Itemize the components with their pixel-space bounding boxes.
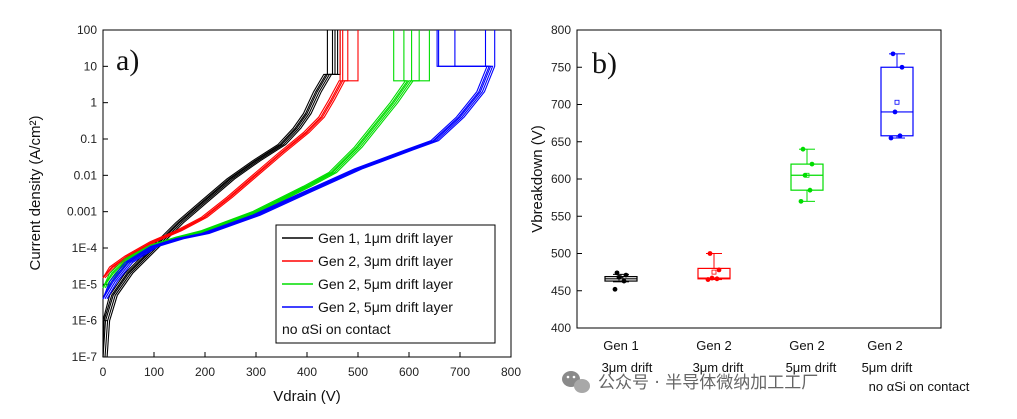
- series-2-curve-1: [102, 30, 409, 289]
- box-3-point: [892, 109, 898, 115]
- watermark-text: 公众号 · 半导体微纳加工工厂: [598, 373, 818, 393]
- legend-label-2: Gen 2, 5μm drift layer: [318, 276, 453, 292]
- chart-a-ytick-label: 0.01: [74, 168, 98, 182]
- series-2-curve-0: [102, 30, 407, 289]
- series-0-curve-0: [102, 30, 328, 357]
- series-0-curve-1: [102, 30, 334, 358]
- chart-b-ytick-label: 400: [551, 321, 571, 335]
- chart-a-ytick-label: 1E-6: [72, 314, 98, 328]
- box-0-point: [612, 286, 618, 292]
- chart-a-ytick-label: 0.1: [80, 132, 97, 146]
- chart-a-xtick-label: 300: [246, 365, 266, 379]
- box-1: [697, 251, 731, 282]
- box-1-point: [714, 276, 720, 282]
- box-0-point: [614, 270, 620, 276]
- series-0-curve-3: [104, 30, 339, 358]
- box-3-mean: [894, 99, 900, 105]
- chart-b-ytick-label: 550: [551, 209, 571, 223]
- chart-b-panel-label: b): [592, 47, 617, 80]
- box-1-point: [716, 267, 722, 273]
- series-0-curve-4: [106, 30, 341, 358]
- series-1-curve-1: [102, 30, 344, 279]
- box-3-point: [890, 51, 896, 57]
- chart-b-ytick-label: 450: [551, 284, 571, 298]
- series-1-curve-2: [102, 30, 349, 279]
- box-1-point: [709, 275, 715, 281]
- series-3-curve-3: [104, 30, 494, 300]
- chart-a-xlabel: Vdrain (V): [273, 388, 341, 405]
- chart-b: 400 450 500 550 600 650 700 750 800 b) Vbreakdow…: [529, 23, 970, 394]
- series-3-curve-0: [102, 30, 488, 299]
- box-1-point: [705, 277, 711, 282]
- box-1-point: [707, 251, 713, 256]
- chart-a-ytick-label: 1E-7: [72, 350, 98, 364]
- chart-a-legend: Gen 1, 1μm drift layer Gen 2, 3μm drift …: [275, 224, 496, 344]
- chart-b-ytick-label: 700: [551, 98, 571, 112]
- chart-a-xtick-label: 200: [195, 365, 215, 379]
- box-2-point: [802, 172, 808, 178]
- chart-a-xtick-label: 100: [144, 365, 164, 379]
- box-0-point: [616, 274, 622, 280]
- series-3-curve-2: [102, 30, 492, 300]
- chart-b-ytick-label: 750: [551, 60, 571, 74]
- box-0-point: [623, 272, 629, 278]
- series-0-curve-2: [102, 30, 336, 358]
- chart-b-ytick-label: 650: [551, 135, 571, 149]
- series-3-curve-4: [106, 30, 496, 300]
- legend-label-0: Gen 1, 1μm drift layer: [318, 230, 453, 246]
- chart-b-ytick-label: 800: [551, 23, 571, 37]
- category-label-1-line1: Gen 2: [696, 338, 731, 353]
- box-3-iqr: [880, 66, 914, 137]
- category-label-0-line2: 3μm drift: [602, 360, 653, 375]
- chart-a-xtick-label: 700: [450, 365, 470, 379]
- chart-a-ytick-label: 1E-5: [72, 277, 98, 291]
- box-2-point: [807, 187, 813, 193]
- box-3-point: [888, 135, 894, 141]
- box-2-point: [800, 146, 806, 152]
- chart-b-ytick-label: 600: [551, 172, 571, 186]
- chart-a-xtick-label: 0: [100, 365, 107, 379]
- legend-label-1: Gen 2, 3μm drift layer: [318, 253, 453, 269]
- chart-b-ylabel: Vbreakdown (V): [529, 125, 546, 233]
- category-label-3-line2: 5μm drift: [862, 360, 913, 375]
- chart-a-ytick-label: 1E-4: [72, 241, 98, 255]
- category-label-0-line1: Gen 1: [603, 338, 638, 353]
- category-label-3-line3: no αSi on contact: [869, 379, 970, 394]
- chart-a: 1E-7 1E-6 1E-5 1E-4 0.001 0.01 0.1 1 10 100 0 100 2…: [27, 23, 521, 405]
- wechat-icon: [562, 371, 590, 393]
- category-label-3-line1: Gen 2: [867, 338, 902, 353]
- watermark: 公众号 · 半导体微纳加工工厂: [562, 371, 818, 393]
- chart-a-xtick-label: 500: [348, 365, 368, 379]
- box-2-point: [809, 161, 815, 167]
- chart-a-ytick-label: 10: [84, 59, 98, 73]
- category-label-2-line2: 5μm drift: [786, 360, 837, 375]
- chart-a-ylabel: Current density (A/cm²): [27, 115, 44, 270]
- chart-a-xtick-label: 400: [297, 365, 317, 379]
- chart-b-ytick-label: 500: [551, 247, 571, 261]
- series-1-curve-0: [102, 30, 341, 279]
- chart-a-xtick-label: 600: [399, 365, 419, 379]
- series-3-curve-1: [102, 30, 490, 300]
- box-3: [880, 51, 914, 141]
- box-2: [790, 146, 824, 204]
- box-3-point: [897, 133, 903, 139]
- box-2-point: [798, 198, 804, 204]
- chart-b-frame: [576, 29, 942, 329]
- category-label-2-line1: Gen 2: [789, 338, 824, 353]
- box-2-iqr: [790, 163, 824, 191]
- category-label-1-line2: 3μm drift: [693, 360, 744, 375]
- chart-a-ytick-label: 0.001: [67, 205, 97, 219]
- box-0-point: [621, 278, 627, 284]
- legend-note: no αSi on contact: [282, 321, 391, 337]
- chart-a-ytick-label: 100: [77, 23, 97, 37]
- box-0: [604, 270, 638, 292]
- box-3-point: [899, 64, 905, 70]
- chart-a-ytick-label: 1: [90, 96, 97, 110]
- box-1-mean: [711, 269, 717, 275]
- chart-a-panel-label: a): [116, 44, 139, 77]
- legend-label-3: Gen 2, 5μm drift layer: [318, 299, 453, 315]
- chart-a-xtick-label: 800: [501, 365, 521, 379]
